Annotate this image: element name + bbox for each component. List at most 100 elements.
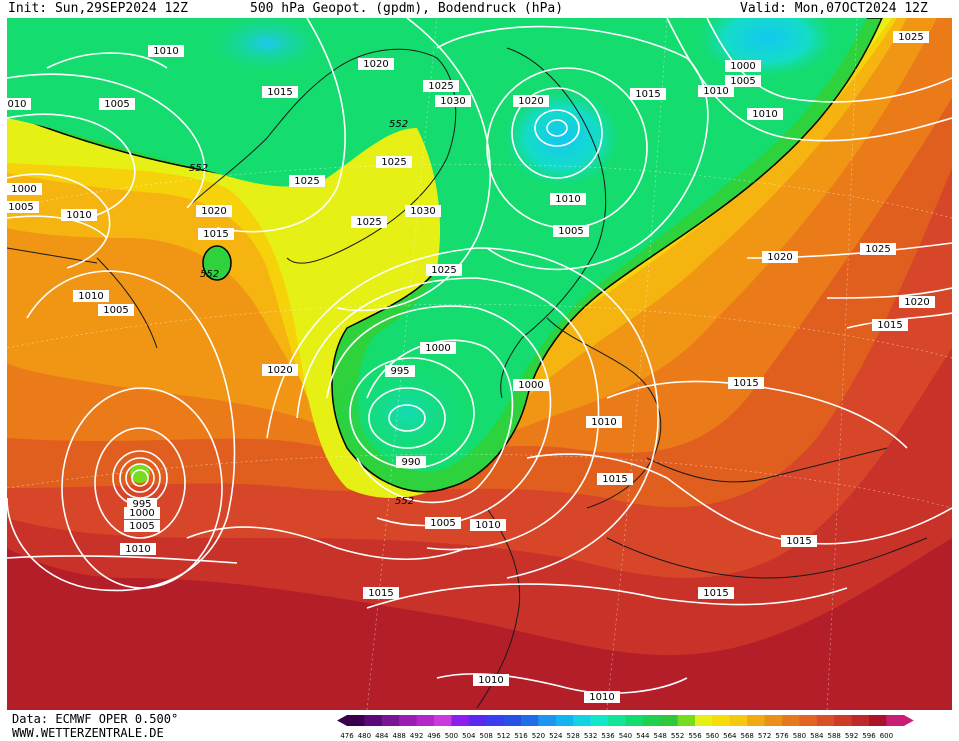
colorbar-tick-label: 516	[514, 732, 528, 740]
svg-text:1010: 1010	[555, 194, 580, 205]
svg-text:1010: 1010	[125, 544, 150, 555]
scandinavian-low-glow	[502, 88, 622, 188]
isobar-label: 1015	[630, 88, 666, 100]
colorbar-swatch	[712, 715, 731, 726]
isobar-label: 1005	[425, 517, 461, 529]
svg-text:1010: 1010	[703, 86, 728, 97]
svg-text:1010: 1010	[66, 210, 91, 221]
colorbar-swatch	[851, 715, 870, 726]
svg-text:1020: 1020	[201, 206, 226, 217]
svg-text:1015: 1015	[786, 536, 811, 547]
colorbar-swatch	[886, 715, 905, 726]
colorbar-swatch	[695, 715, 713, 726]
svg-text:1010: 1010	[752, 109, 777, 120]
init-time: Init: Sun,29SEP2024 12Z	[8, 1, 189, 16]
colorbar-tick-label: 508	[480, 732, 493, 740]
svg-text:1020: 1020	[363, 59, 388, 70]
colorbar-swatch	[869, 715, 887, 726]
colorbar-swatch	[381, 715, 400, 726]
colorbar-tick-label: 592	[845, 732, 858, 740]
colorbar-swatch	[416, 715, 435, 726]
isobar-label: 1020	[196, 205, 232, 217]
isobar-label: 1025	[289, 175, 325, 187]
isobar-label: 1005	[99, 98, 135, 110]
colorbar-swatch	[590, 715, 609, 726]
isobar-label: 1025	[351, 216, 387, 228]
colorbar-tick-label: 528	[567, 732, 580, 740]
svg-text:1005: 1005	[103, 305, 128, 316]
greenland-glow	[207, 18, 327, 73]
colorbar-ticks: 476 480 484 488 492 496 500 504 508 512 516 520 524 5…	[340, 732, 893, 740]
colorbar-tick-label: 512	[497, 732, 510, 740]
isobar-label: 1025	[423, 80, 459, 92]
isobar-label: 1030	[435, 95, 471, 107]
isobar-label: 1010	[698, 85, 734, 97]
svg-text:1030: 1030	[410, 206, 435, 217]
svg-text:1005: 1005	[730, 76, 755, 87]
isobar-label: 1005	[7, 201, 39, 213]
svg-text:1025: 1025	[428, 81, 453, 92]
isobar-label: 1015	[597, 473, 633, 485]
colorbar-tick-label: 496	[427, 732, 441, 740]
isobar-labels: 1010 1020 1015 1025 1030 1020 1015 1010 …	[7, 31, 935, 703]
svg-text:1000: 1000	[11, 184, 36, 195]
colorbar-tick-label: 536	[601, 732, 615, 740]
svg-text:1020: 1020	[904, 297, 929, 308]
colorbar-swatch	[729, 715, 748, 726]
colorbar-tick-label: 540	[619, 732, 632, 740]
isobar-label: 1025	[426, 264, 462, 276]
colorbar-swatch	[677, 715, 696, 726]
svg-text:1025: 1025	[294, 176, 319, 187]
isobar-label: 1015	[781, 535, 817, 547]
colorbar-tick-label: 544	[636, 732, 650, 740]
colorbar-swatch	[642, 715, 661, 726]
svg-text:990: 990	[401, 457, 420, 468]
svg-text:1020: 1020	[267, 365, 292, 376]
data-source-label: Data: ECMWF OPER 0.500°	[12, 712, 179, 726]
colorbar-tick-label: 572	[758, 732, 771, 740]
colorbar-tick-label: 484	[375, 732, 389, 740]
svg-text:1010: 1010	[478, 675, 503, 686]
isobar-label: 1025	[376, 156, 412, 168]
colorbar-tick-label: 552	[671, 732, 684, 740]
svg-text:1025: 1025	[356, 217, 381, 228]
isobar-label: 1005	[553, 225, 589, 237]
svg-text:1000: 1000	[425, 343, 450, 354]
isobar-label: 1005	[98, 304, 134, 316]
isobar-label: 1015	[698, 587, 734, 599]
svg-text:995: 995	[132, 499, 151, 510]
svg-text:1005: 1005	[104, 99, 129, 110]
hurricane-core	[130, 463, 150, 483]
isobar-label: 990	[396, 456, 426, 468]
colorbar-tick-label: 560	[706, 732, 719, 740]
colorbar-arrow-left	[337, 715, 347, 726]
isobar-label: 995	[385, 365, 415, 377]
colorbar-tick-label: 488	[393, 732, 406, 740]
chart-title: 500 hPa Geopot. (gpdm), Bodendruck (hPa)	[250, 1, 564, 16]
band-548	[7, 18, 867, 472]
svg-text:1025: 1025	[381, 157, 406, 168]
isobar-label: 1000	[124, 507, 160, 519]
colorbar-tick-label: 580	[793, 732, 806, 740]
colorbar-swatch	[486, 715, 505, 726]
svg-text:1020: 1020	[518, 96, 543, 107]
svg-text:1010: 1010	[589, 692, 614, 703]
svg-text:1010: 1010	[153, 46, 178, 57]
colorbar-tick-label: 568	[741, 732, 754, 740]
svg-text:1000: 1000	[518, 380, 543, 391]
colorbar-tick-label: 576	[775, 732, 789, 740]
isobar-label: 1005	[124, 520, 160, 532]
colorbar-swatch	[538, 715, 557, 726]
svg-text:1025: 1025	[898, 32, 923, 43]
colorbar-tick-label: 596	[862, 732, 876, 740]
isobar-label: 1020	[262, 364, 298, 376]
isobar-label: 1020	[899, 296, 935, 308]
colorbar-legend: 476 480 484 488 492 496 500 504 508 512 516 520 524 5…	[337, 715, 914, 740]
svg-text:1015: 1015	[602, 474, 627, 485]
colorbar-swatches	[337, 715, 914, 726]
colorbar-swatch	[816, 715, 835, 726]
height-label: 552	[200, 269, 219, 280]
colorbar-swatch	[747, 715, 766, 726]
isobar-label: 1025	[860, 243, 896, 255]
colorbar-tick-label: 500	[445, 732, 458, 740]
